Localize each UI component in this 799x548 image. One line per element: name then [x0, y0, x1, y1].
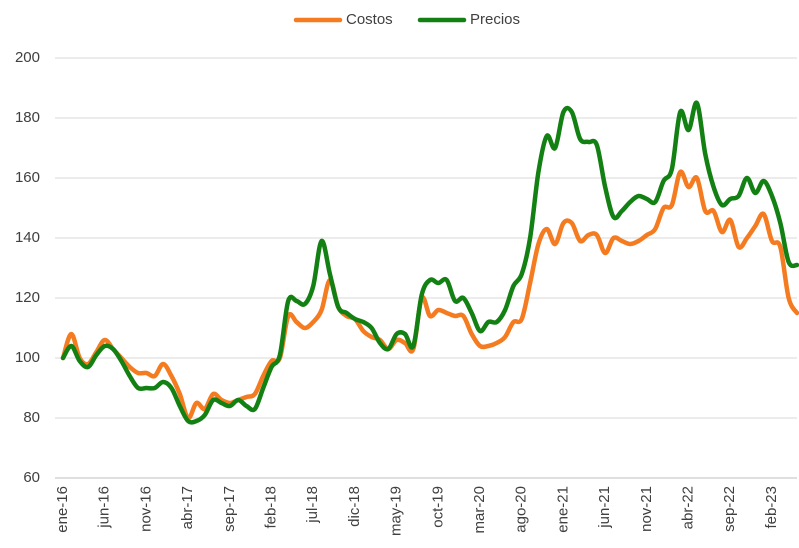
legend-label: Precios: [470, 11, 520, 28]
x-tick-label: dic-18: [346, 486, 363, 527]
x-tick-label: ago-20: [513, 486, 530, 533]
x-tick-label: ene-16: [54, 486, 71, 533]
x-tick-label: jul-18: [304, 486, 321, 524]
x-tick-label: feb-18: [262, 486, 279, 529]
x-tick-label: jun-16: [96, 486, 113, 529]
x-tick-label: may-19: [388, 486, 405, 536]
x-tick-label: sep-17: [221, 486, 238, 532]
x-tick-label: nov-16: [137, 486, 154, 532]
legend-label: Costos: [346, 11, 393, 28]
y-tick-label: 160: [15, 169, 40, 186]
x-tick-label: sep-22: [721, 486, 738, 532]
y-tick-label: 120: [15, 289, 40, 306]
x-tick-label: oct-19: [429, 486, 446, 528]
x-tick-label: abr-22: [680, 486, 697, 529]
y-tick-label: 60: [23, 469, 40, 486]
x-tick-label: abr-17: [179, 486, 196, 529]
x-tick-label: mar-20: [471, 486, 488, 534]
x-tick-label: jun-21: [596, 486, 613, 529]
y-tick-label: 180: [15, 109, 40, 126]
y-tick-label: 140: [15, 229, 40, 246]
x-tick-label: nov-21: [638, 486, 655, 532]
y-tick-label: 100: [15, 349, 40, 366]
x-tick-label: ene-21: [554, 486, 571, 533]
y-tick-label: 200: [15, 49, 40, 66]
line-series: [60, 100, 799, 425]
y-tick-label: 80: [23, 409, 40, 426]
x-tick-label: feb-23: [763, 486, 780, 529]
line-series: [60, 169, 799, 421]
